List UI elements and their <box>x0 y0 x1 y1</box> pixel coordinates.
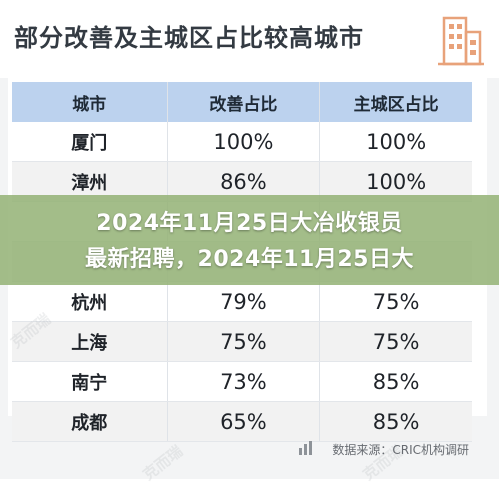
city-cell: 南宁 <box>12 361 168 402</box>
table-row: 漳州 86% 100% <box>12 161 472 202</box>
header: 部分改善及主城区占比较高城市 <box>0 0 499 78</box>
main-cell: 75% <box>319 281 472 322</box>
column-header-main: 主城区占比 <box>319 82 472 122</box>
improve-cell: 100% <box>166 122 320 162</box>
main-cell: 85% <box>319 361 472 402</box>
table-header-row: 城市 改善占比 主城区占比 <box>12 82 472 122</box>
main-cell: 75% <box>319 321 472 362</box>
city-cell: 漳州 <box>12 161 168 202</box>
headline-line-2: 最新招聘，2024年11月25日大 <box>85 247 414 272</box>
table-row: 南宁 73% 85% <box>12 361 472 402</box>
improve-cell: 73% <box>166 361 320 402</box>
table-row: 上海 75% 75% <box>12 321 472 362</box>
city-cell: 成都 <box>12 401 168 442</box>
table-row: 厦门 100% 100% <box>12 122 472 162</box>
improve-cell: 75% <box>166 321 320 362</box>
headline-banner[interactable]: 2024年11月25日大冶收银员 最新招聘，2024年11月25日大 <box>0 195 499 285</box>
column-header-city: 城市 <box>12 82 168 122</box>
city-cell: 杭州 <box>12 281 168 322</box>
main-cell: 100% <box>319 122 472 162</box>
page-title: 部分改善及主城区占比较高城市 <box>14 24 364 52</box>
data-source-note: 数据来源：CRIC机构调研 <box>332 443 469 457</box>
table-row: 成都 65% 85% <box>12 401 472 442</box>
improve-cell: 65% <box>166 401 320 442</box>
building-logo-icon <box>438 16 484 66</box>
bar-chart-icon <box>299 441 312 455</box>
headline-line-1: 2024年11月25日大冶收银员 <box>96 211 403 236</box>
city-cell: 上海 <box>12 321 168 362</box>
table-row: 杭州 79% 75% <box>12 281 472 322</box>
column-header-improve: 改善占比 <box>166 82 320 122</box>
watermark-text: 克而瑞 <box>139 441 187 484</box>
improve-cell: 79% <box>166 281 320 322</box>
city-cell: 厦门 <box>12 122 168 162</box>
main-cell: 85% <box>319 401 472 442</box>
